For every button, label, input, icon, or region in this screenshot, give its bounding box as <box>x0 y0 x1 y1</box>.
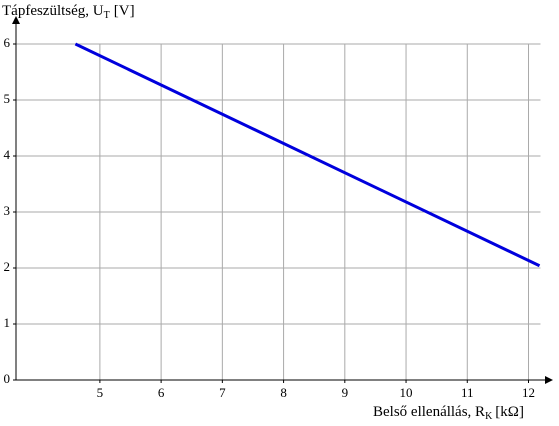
y-label-text: Tápfeszültség, U <box>2 3 104 19</box>
x-tick-label: 11 <box>461 385 474 400</box>
x-axis-label: Belső ellenállás, RK [kΩ] <box>373 404 524 422</box>
x-tick-label: 12 <box>522 385 535 400</box>
y-tick-label: 1 <box>4 315 11 330</box>
y-axis-label: Tápfeszültség, UT [V] <box>2 3 135 21</box>
y-tick-label: 4 <box>4 147 11 162</box>
y-axis-arrow <box>12 16 20 24</box>
y-tick-label: 2 <box>4 259 11 274</box>
y-label-sub: T <box>104 10 110 21</box>
x-tick-label: 9 <box>342 385 349 400</box>
y-tick-label: 5 <box>4 91 11 106</box>
x-label-unit: [kΩ] <box>495 404 524 420</box>
x-label-sub: K <box>485 411 493 422</box>
y-tick-label: 6 <box>4 35 11 50</box>
x-tick-label: 7 <box>219 385 226 400</box>
y-label-unit: [V] <box>114 3 135 19</box>
x-tick-label: 6 <box>158 385 165 400</box>
x-tick-label: 8 <box>280 385 287 400</box>
y-tick-label: 3 <box>4 203 11 218</box>
x-label-text: Belső ellenállás, R <box>373 404 485 420</box>
x-tick-label: 5 <box>97 385 104 400</box>
line <box>74 42 541 268</box>
y-tick-label: 0 <box>4 371 11 386</box>
x-axis-arrow <box>545 376 553 384</box>
x-tick-label: 10 <box>400 385 413 400</box>
